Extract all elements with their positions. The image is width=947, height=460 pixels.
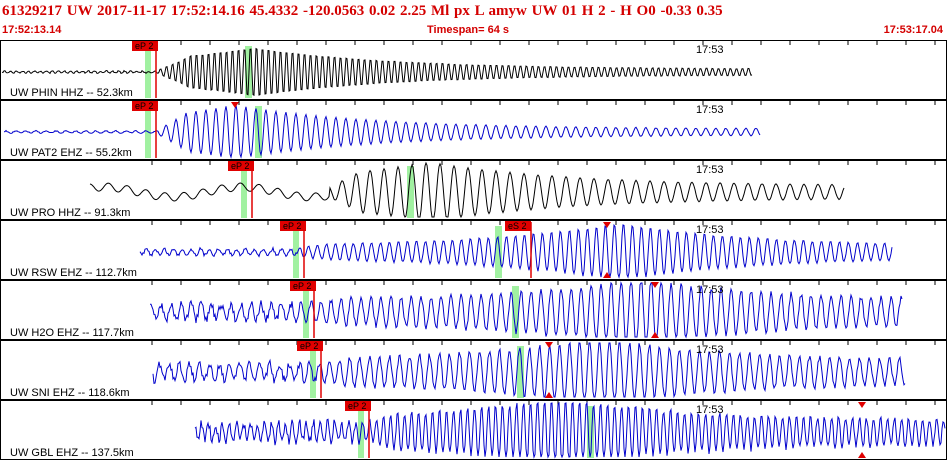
trace-panel[interactable]: eP 2 17:53 UW PRO HHZ -- 91.3km <box>0 160 947 220</box>
time-label: 17:53 <box>696 44 724 56</box>
amplitude-marker <box>651 282 659 288</box>
trace-panel[interactable]: eP 2 eS 2 17:53 UW RSW EHZ -- 112.7km <box>0 220 947 280</box>
p-pick-label: eP 2 <box>348 401 366 411</box>
p-pick-flag[interactable] <box>297 341 323 351</box>
header: 61329217 UW 2017-11-17 17:52:14.16 45.43… <box>0 0 947 40</box>
p-window-band <box>293 226 299 278</box>
amplitude-marker <box>651 332 659 338</box>
amplitude-marker <box>858 452 866 458</box>
panel-border <box>0 220 947 280</box>
time-label: 17:53 <box>696 224 724 236</box>
station-label: UW H2O EHZ -- 117.7km <box>10 327 134 339</box>
trace-panel[interactable]: eP 2 17:53 UW H2O EHZ -- 117.7km <box>0 280 947 340</box>
station-label: UW PAT2 EHZ -- 55.2km <box>10 147 132 159</box>
s-window-band <box>512 286 519 338</box>
end-time: 17:53:17.04 <box>883 24 943 36</box>
waveform <box>139 223 893 279</box>
waveform <box>194 401 946 459</box>
p-pick-flag[interactable] <box>290 281 316 291</box>
p-pick-flag[interactable] <box>280 221 306 231</box>
amplitude-marker <box>231 102 239 108</box>
trace-panel[interactable]: eP 2 17:53 UW PAT2 EHZ -- 55.2km <box>0 100 947 160</box>
p-window-band <box>310 346 316 398</box>
time-label: 17:53 <box>696 404 724 416</box>
p-window-band <box>303 286 309 338</box>
amplitude-marker <box>545 342 553 348</box>
time-label: 17:53 <box>696 344 724 356</box>
p-pick-flag[interactable] <box>228 161 254 171</box>
time-label: 17:53 <box>696 164 724 176</box>
station-label: UW PRO HHZ -- 91.3km <box>10 207 130 219</box>
p-pick-label: eP 2 <box>300 341 318 351</box>
waveform <box>150 281 903 339</box>
time-label: 17:53 <box>696 104 724 116</box>
amplitude-marker <box>603 272 611 278</box>
s-window-band <box>587 406 594 458</box>
amplitude-marker <box>545 392 553 398</box>
s-window-band <box>517 346 524 398</box>
waveform <box>3 104 761 159</box>
station-label: UW GBL EHZ -- 137.5km <box>10 447 134 459</box>
p-pick-flag[interactable] <box>132 101 158 111</box>
p-window-band <box>241 166 247 218</box>
panel-border <box>0 340 947 400</box>
waveform <box>152 341 906 399</box>
amplitude-marker <box>858 402 866 408</box>
timespan: Timespan= 64 s <box>427 24 510 36</box>
s-window-band <box>495 226 502 278</box>
p-pick-label: eP 2 <box>293 281 311 291</box>
p-pick-flag[interactable] <box>345 401 371 411</box>
waveform <box>89 161 845 219</box>
station-label: UW PHIN HHZ -- 52.3km <box>10 87 133 99</box>
start-time: 17:52:13.14 <box>2 24 62 36</box>
amplitude-marker <box>603 222 611 228</box>
s-pick-label: eS 2 <box>508 221 527 231</box>
station-label: UW SNI EHZ -- 118.6km <box>10 387 130 399</box>
p-pick-label: eP 2 <box>135 41 153 51</box>
event-title: 61329217 UW 2017-11-17 17:52:14.16 45.43… <box>2 3 723 19</box>
trace-panel[interactable]: eP 2 17:53 UW SNI EHZ -- 118.6km <box>0 340 947 400</box>
p-pick-label: eP 2 <box>283 221 301 231</box>
s-pick-flag[interactable] <box>505 221 531 231</box>
station-label: UW RSW EHZ -- 112.7km <box>10 267 137 279</box>
p-pick-label: eP 2 <box>135 101 153 111</box>
s-window-band <box>407 166 414 218</box>
p-pick-flag[interactable] <box>132 41 158 51</box>
trace-panel[interactable]: eP 2 17:53 UW GBL EHZ -- 137.5km <box>0 400 947 460</box>
p-pick-label: eP 2 <box>231 161 249 171</box>
trace-panel[interactable]: eP 2 17:53 UW PHIN HHZ -- 52.3km <box>0 40 947 100</box>
waveform <box>1 47 753 96</box>
time-label: 17:53 <box>696 284 724 296</box>
